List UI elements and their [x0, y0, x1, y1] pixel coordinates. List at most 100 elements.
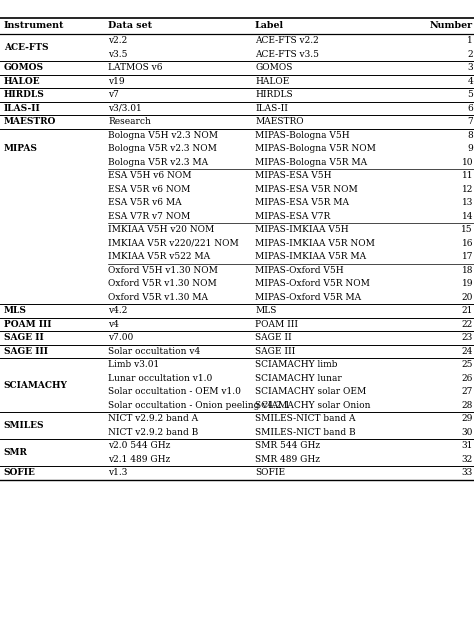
Text: ILAS-II: ILAS-II: [255, 104, 288, 113]
Text: 4: 4: [467, 77, 473, 86]
Text: SCIAMACHY solar Onion: SCIAMACHY solar Onion: [255, 401, 371, 410]
Text: ESA V7R v7 NOM: ESA V7R v7 NOM: [108, 212, 191, 220]
Text: 14: 14: [462, 212, 473, 220]
Text: ESA V5R v6 NOM: ESA V5R v6 NOM: [108, 185, 191, 194]
Text: HALOE: HALOE: [4, 77, 40, 86]
Text: 6: 6: [467, 104, 473, 113]
Text: Solar occultation v4: Solar occultation v4: [108, 347, 201, 356]
Text: SOFIE: SOFIE: [255, 468, 285, 478]
Text: SAGE III: SAGE III: [255, 347, 295, 356]
Text: Number: Number: [430, 22, 473, 30]
Text: v3/3.01: v3/3.01: [108, 104, 142, 113]
Text: 11: 11: [462, 171, 473, 180]
Text: 1: 1: [467, 36, 473, 45]
Text: v1.3: v1.3: [108, 468, 128, 478]
Text: Limb v3.01: Limb v3.01: [108, 360, 159, 369]
Text: Bologna V5R v2.3 MA: Bologna V5R v2.3 MA: [108, 158, 208, 167]
Text: MIPAS-IMKIAA V5R NOM: MIPAS-IMKIAA V5R NOM: [255, 238, 375, 248]
Text: Solar occultation - Onion peeling v4.2.1: Solar occultation - Onion peeling v4.2.1: [108, 401, 290, 410]
Text: 23: 23: [462, 333, 473, 342]
Text: v2.0 544 GHz: v2.0 544 GHz: [108, 442, 171, 450]
Text: ACE-FTS v3.5: ACE-FTS v3.5: [255, 50, 319, 59]
Text: 24: 24: [462, 347, 473, 356]
Text: Lunar occultation v1.0: Lunar occultation v1.0: [108, 374, 212, 383]
Text: ESA V5R v6 MA: ESA V5R v6 MA: [108, 198, 182, 207]
Text: MIPAS-IMKIAA V5R MA: MIPAS-IMKIAA V5R MA: [255, 252, 366, 261]
Text: 26: 26: [462, 374, 473, 383]
Text: v7.00: v7.00: [108, 333, 133, 342]
Text: ACE-FTS v2.2: ACE-FTS v2.2: [255, 36, 319, 45]
Text: Label: Label: [255, 22, 284, 30]
Text: NICT v2.9.2 band A: NICT v2.9.2 band A: [108, 414, 198, 424]
Text: 10: 10: [462, 158, 473, 167]
Text: 3: 3: [467, 63, 473, 72]
Text: SCIAMACHY solar OEM: SCIAMACHY solar OEM: [255, 388, 366, 396]
Text: SMILES-NICT band A: SMILES-NICT band A: [255, 414, 356, 424]
Text: Oxford V5H v1.30 NOM: Oxford V5H v1.30 NOM: [108, 266, 218, 274]
Text: 29: 29: [462, 414, 473, 424]
Text: POAM III: POAM III: [255, 320, 298, 329]
Text: MIPAS-IMKIAA V5H: MIPAS-IMKIAA V5H: [255, 225, 349, 234]
Text: Solar occultation - OEM v1.0: Solar occultation - OEM v1.0: [108, 388, 241, 396]
Text: v4.2: v4.2: [108, 306, 128, 315]
Text: ACE-FTS: ACE-FTS: [4, 43, 48, 52]
Text: v19: v19: [108, 77, 125, 86]
Text: 5: 5: [467, 90, 473, 99]
Text: 31: 31: [462, 442, 473, 450]
Text: MIPAS-ESA V5H: MIPAS-ESA V5H: [255, 171, 331, 180]
Text: Bologna V5H v2.3 NOM: Bologna V5H v2.3 NOM: [108, 131, 218, 140]
Text: MIPAS-ESA V5R NOM: MIPAS-ESA V5R NOM: [255, 185, 358, 194]
Text: MIPAS-Oxford V5H: MIPAS-Oxford V5H: [255, 266, 344, 274]
Text: SAGE II: SAGE II: [255, 333, 292, 342]
Text: 8: 8: [467, 131, 473, 140]
Text: Bologna V5R v2.3 NOM: Bologna V5R v2.3 NOM: [108, 144, 217, 153]
Text: v7: v7: [108, 90, 119, 99]
Text: SMR 489 GHz: SMR 489 GHz: [255, 455, 320, 464]
Text: HIRDLS: HIRDLS: [4, 90, 45, 99]
Text: 2: 2: [467, 50, 473, 59]
Text: SMR: SMR: [4, 448, 27, 457]
Text: MIPAS-Oxford V5R NOM: MIPAS-Oxford V5R NOM: [255, 279, 370, 288]
Text: SOFIE: SOFIE: [4, 468, 36, 478]
Text: 15: 15: [461, 225, 473, 234]
Text: SAGE II: SAGE II: [4, 333, 44, 342]
Text: MIPAS-Oxford V5R MA: MIPAS-Oxford V5R MA: [255, 292, 361, 302]
Text: MIPAS-Bologna V5R NOM: MIPAS-Bologna V5R NOM: [255, 144, 376, 153]
Text: MIPAS-Bologna V5R MA: MIPAS-Bologna V5R MA: [255, 158, 367, 167]
Text: IMKIAA V5R v220/221 NOM: IMKIAA V5R v220/221 NOM: [108, 238, 239, 248]
Text: SMR 544 GHz: SMR 544 GHz: [255, 442, 320, 450]
Text: 13: 13: [462, 198, 473, 207]
Text: IMKIAA V5R v522 MA: IMKIAA V5R v522 MA: [108, 252, 210, 261]
Text: LATMOS v6: LATMOS v6: [108, 63, 163, 72]
Text: 9: 9: [467, 144, 473, 153]
Text: v2.2: v2.2: [108, 36, 128, 45]
Text: 18: 18: [462, 266, 473, 274]
Text: 30: 30: [462, 428, 473, 437]
Text: ESA V5H v6 NOM: ESA V5H v6 NOM: [108, 171, 191, 180]
Text: MAESTRO: MAESTRO: [255, 117, 304, 126]
Text: SAGE III: SAGE III: [4, 347, 48, 356]
Text: 19: 19: [462, 279, 473, 288]
Text: MLS: MLS: [4, 306, 27, 315]
Text: 22: 22: [462, 320, 473, 329]
Text: 27: 27: [462, 388, 473, 396]
Text: 32: 32: [462, 455, 473, 464]
Text: 17: 17: [462, 252, 473, 261]
Text: MAESTRO: MAESTRO: [4, 117, 56, 126]
Text: 7: 7: [467, 117, 473, 126]
Text: SMILES-NICT band B: SMILES-NICT band B: [255, 428, 356, 437]
Text: 20: 20: [462, 292, 473, 302]
Text: POAM III: POAM III: [4, 320, 51, 329]
Text: 12: 12: [462, 185, 473, 194]
Text: GOMOS: GOMOS: [255, 63, 292, 72]
Text: SCIAMACHY: SCIAMACHY: [4, 381, 68, 389]
Text: HALOE: HALOE: [255, 77, 290, 86]
Text: MIPAS-ESA V7R: MIPAS-ESA V7R: [255, 212, 330, 220]
Text: MLS: MLS: [255, 306, 276, 315]
Text: Research: Research: [108, 117, 151, 126]
Text: Oxford V5R v1.30 NOM: Oxford V5R v1.30 NOM: [108, 279, 217, 288]
Text: 25: 25: [462, 360, 473, 369]
Text: NICT v2.9.2 band B: NICT v2.9.2 band B: [108, 428, 198, 437]
Text: SCIAMACHY limb: SCIAMACHY limb: [255, 360, 337, 369]
Text: GOMOS: GOMOS: [4, 63, 44, 72]
